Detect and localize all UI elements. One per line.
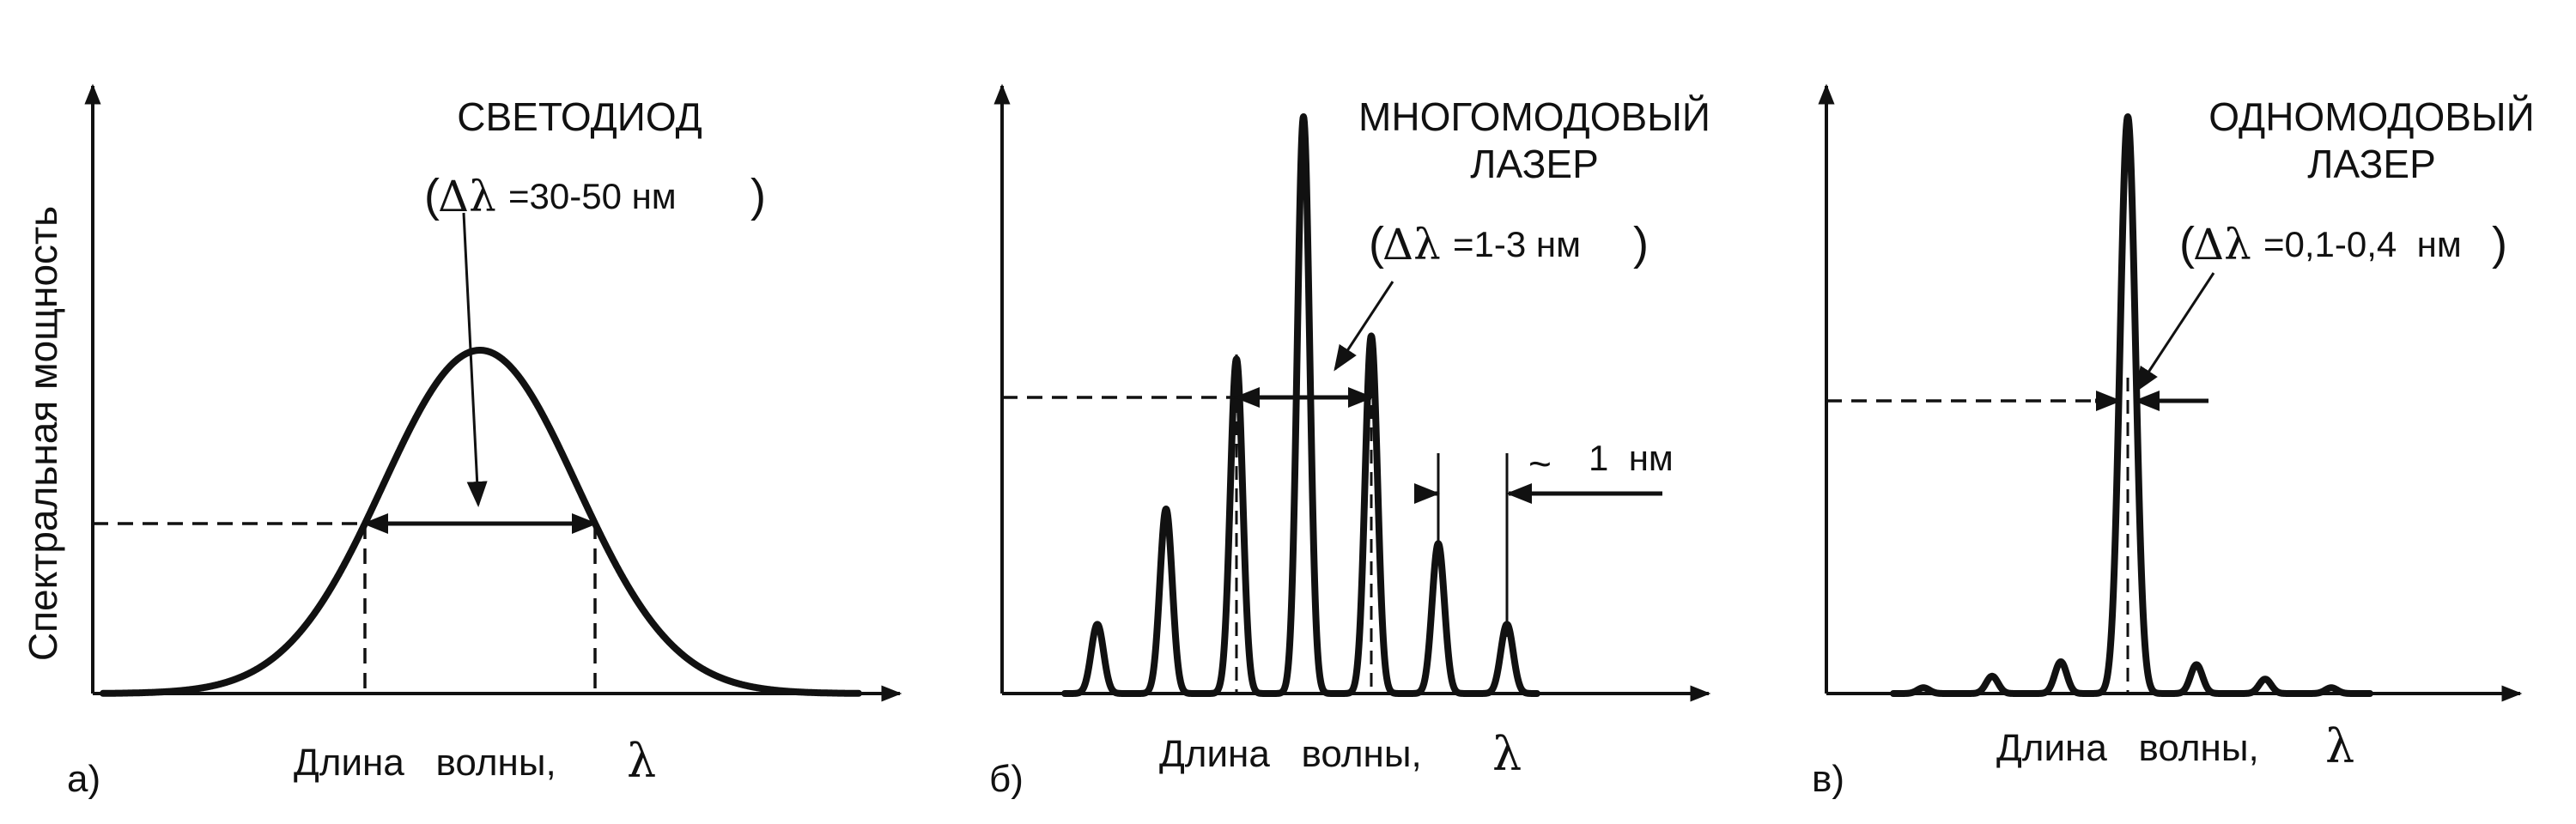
panel-b: МНОГОМОДОВЫЙ ЛАЗЕР ( Δλ =1-3 нм ) ~ 1 нм… <box>989 83 1711 800</box>
panel-c-width-value: =0,1-0,4 нм <box>2263 224 2462 264</box>
panel-b-pointer-arrow <box>1334 281 1394 372</box>
panel-a-pointer-arrow <box>462 212 488 507</box>
panel-c-title-line1: ОДНОМОДОВЫЙ <box>2208 94 2534 139</box>
panel-c-letter: в) <box>1812 758 1844 800</box>
panel-a-width-open-paren: ( <box>424 170 440 221</box>
panel-c-width-close-paren: ) <box>2492 218 2507 270</box>
panel-c-x-symbol: λ <box>2325 719 2354 773</box>
panel-a-title: СВЕТОДИОД <box>457 94 702 139</box>
panel-b-width-open-paren: ( <box>1369 218 1384 270</box>
panel-b-width-close-paren: ) <box>1633 218 1649 270</box>
panel-a: СВЕТОДИОД ( Δλ =30-50 нм ) Длина волны, … <box>67 83 902 800</box>
panel-c-pointer-arrow <box>2135 272 2215 393</box>
panel-c-width-delta: Δλ <box>2193 220 2251 270</box>
y-axis-label: Спектральная мощность <box>21 206 65 661</box>
panel-b-x-label: Длина волны, <box>1159 733 1422 775</box>
panel-a-x-symbol: λ <box>627 734 656 788</box>
panel-b-spacing-value: 1 нм <box>1589 438 1674 478</box>
panel-a-width-close-paren: ) <box>750 170 766 221</box>
panel-b-title-line2: ЛАЗЕР <box>1470 142 1599 186</box>
panel-b-letter: б) <box>989 758 1024 800</box>
panel-b-width-delta: Δλ <box>1382 220 1441 270</box>
panel-a-led-curve <box>100 347 862 697</box>
panel-c-x-label: Длина волны, <box>1996 727 2259 769</box>
panel-a-width-delta: Δλ <box>438 172 496 221</box>
panel-a-width-value: =30-50 нм <box>508 176 677 216</box>
panel-c: ОДНОМОДОВЫЙ ЛАЗЕР ( Δλ =0,1-0,4 нм ) Дли… <box>1812 83 2535 800</box>
panel-a-x-label: Длина волны, <box>294 742 556 784</box>
panel-b-width-value: =1-3 нм <box>1453 224 1581 264</box>
panel-b-multimode-curve <box>1061 113 1540 697</box>
panel-b-title-line1: МНОГОМОДОВЫЙ <box>1358 94 1710 139</box>
panel-b-spacing-tilde: ~ <box>1528 441 1552 486</box>
panel-b-x-symbol: λ <box>1492 727 1522 781</box>
panel-c-width-open-paren: ( <box>2179 218 2195 270</box>
panel-a-letter: а) <box>67 758 100 800</box>
panel-c-title-line2: ЛАЗЕР <box>2307 142 2436 186</box>
panel-c-single-mode-curve <box>1890 113 2373 697</box>
